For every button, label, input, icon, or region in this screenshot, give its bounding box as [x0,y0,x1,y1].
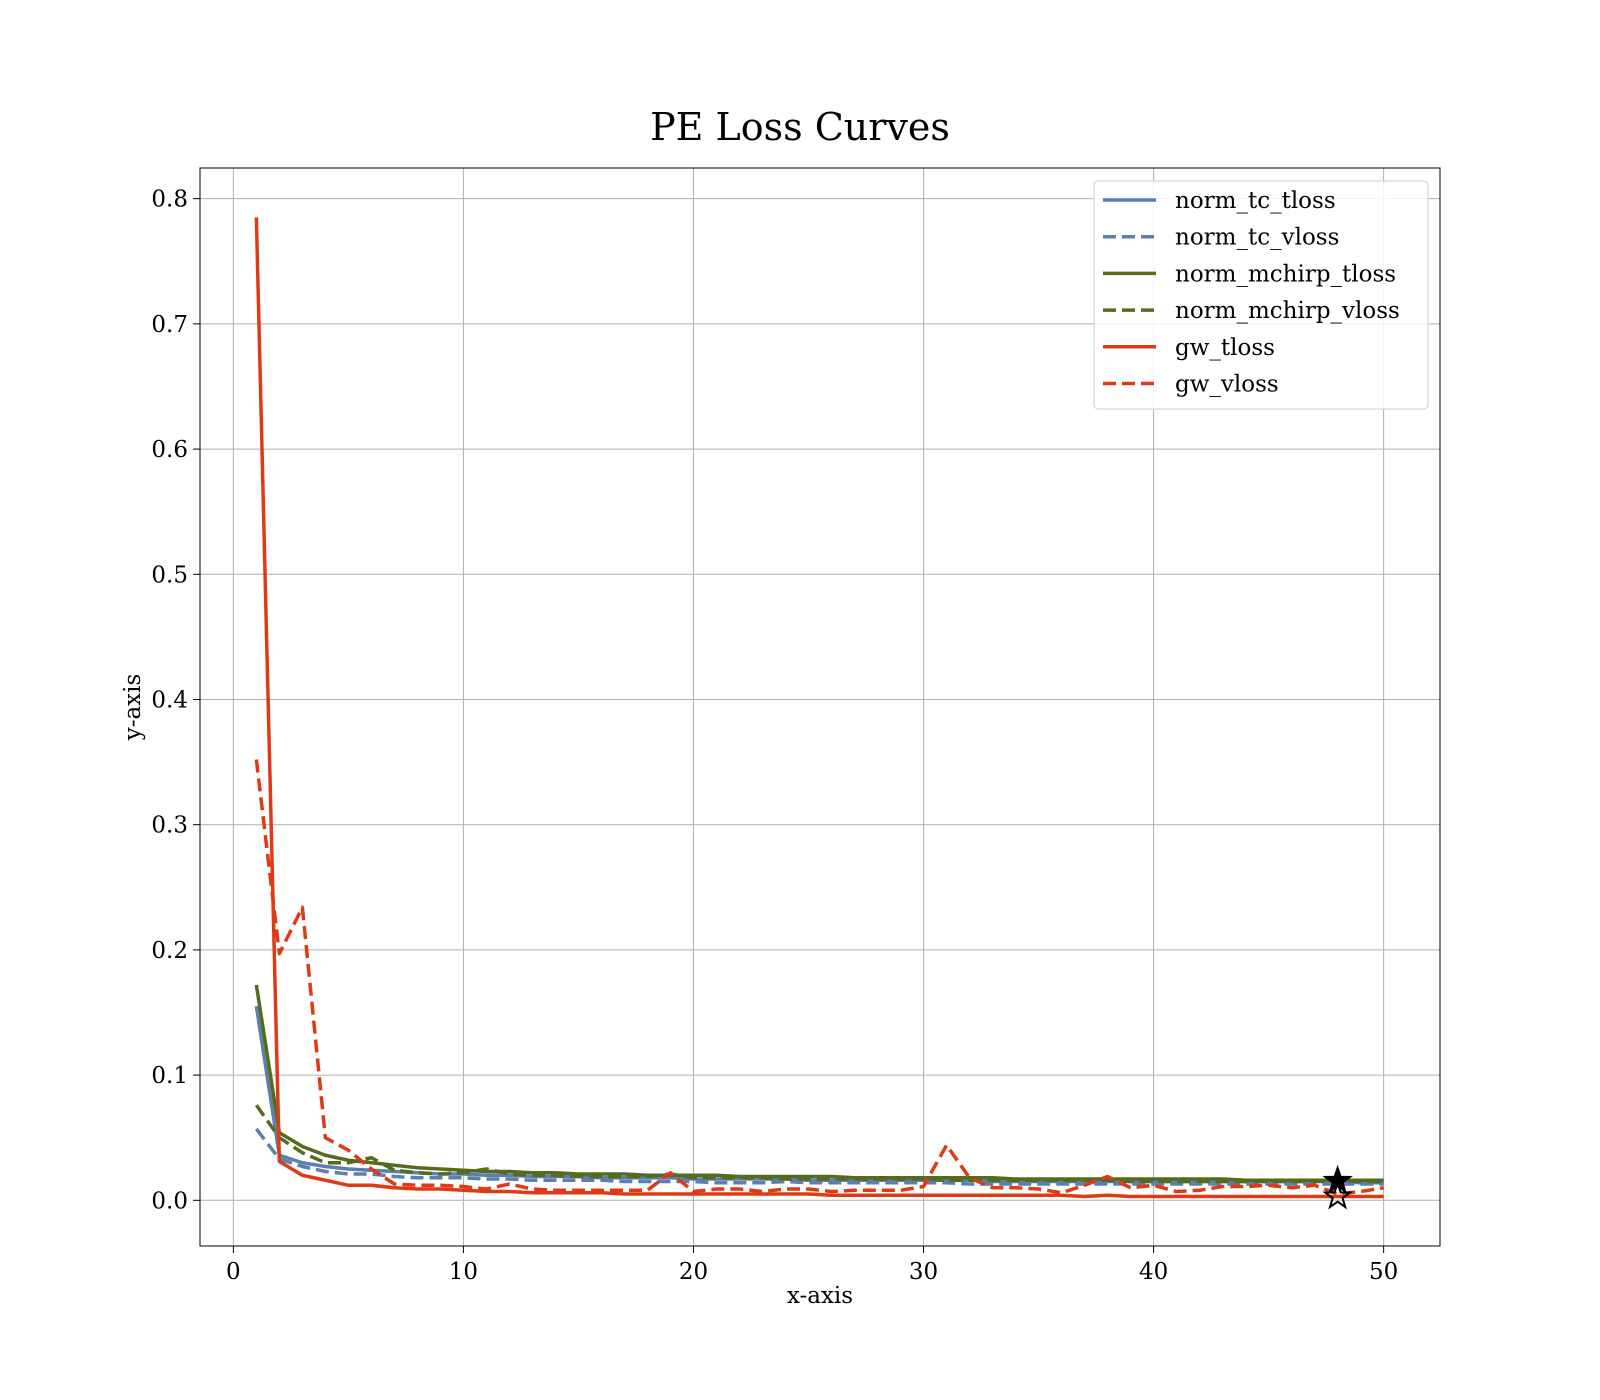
y-tick-label: 0.0 [151,1188,188,1214]
series-line-norm-mchirp-vloss [254,1104,1384,1184]
y-tick-label: 0.2 [151,938,188,964]
legend-label-gw-tloss: gw_tloss [1175,335,1275,361]
x-axis-label: x-axis [787,1283,853,1309]
series-line-norm-mchirp-tloss [254,984,1384,1183]
y-tick-label: 0.4 [151,687,188,713]
y-tick-label: 0.7 [151,312,188,338]
series-line-gw-vloss [254,759,1384,1196]
legend-label-norm-mchirp-vloss: norm_mchirp_vloss [1175,298,1400,324]
x-tick-label: 10 [449,1259,478,1285]
y-tick-label: 0.6 [151,437,188,463]
y-tick-label: 0.8 [151,187,188,213]
y-axis-label: y-axis [120,674,146,742]
series-line-norm-tc-vloss [254,1127,1384,1186]
series-lines [254,217,1384,1199]
x-tick-label: 30 [909,1259,938,1285]
legend-box [1093,180,1429,410]
grid [200,168,1440,1246]
x-tick-label: 0 [226,1259,241,1285]
x-tick-label: 50 [1369,1259,1398,1285]
series-line-gw-tloss [254,217,1384,1199]
x-tick-label: 40 [1139,1259,1168,1285]
legend-label-norm-mchirp-tloss: norm_mchirp_tloss [1175,261,1396,287]
axis-ticks: 0 10 20 30 40 50 0.0 0.1 0.2 0.3 0.4 0.5 0.6 0.7 0.8 [151,187,1398,1285]
y-tick-label: 0.1 [151,1063,188,1089]
best-markers [1322,1164,1353,1210]
x-tick-label: 20 [679,1259,708,1285]
legend-label-gw-vloss: gw_vloss [1175,372,1279,398]
y-tick-label: 0.5 [151,562,188,588]
legend: norm_tc_tloss norm_tc_vloss norm_mchirp_tl… [1093,180,1429,410]
legend-label-norm-tc-vloss: norm_tc_vloss [1175,225,1339,251]
chart-title: PE Loss Curves [650,105,950,149]
plot-frame [199,167,1441,1247]
best-val-star-marker [1322,1180,1353,1210]
legend-label-norm-tc-tloss: norm_tc_tloss [1175,188,1336,214]
y-tick-label: 0.3 [151,813,188,839]
